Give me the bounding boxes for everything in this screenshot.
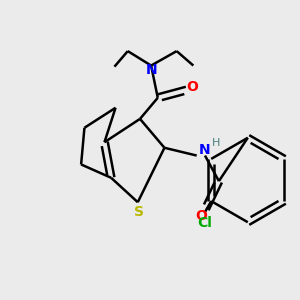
Text: S: S [134, 205, 144, 219]
Text: H: H [212, 138, 220, 148]
Text: O: O [187, 80, 199, 94]
Text: N: N [145, 63, 157, 76]
Text: Cl: Cl [197, 216, 212, 230]
Text: O: O [196, 209, 208, 223]
Text: N: N [199, 142, 211, 157]
